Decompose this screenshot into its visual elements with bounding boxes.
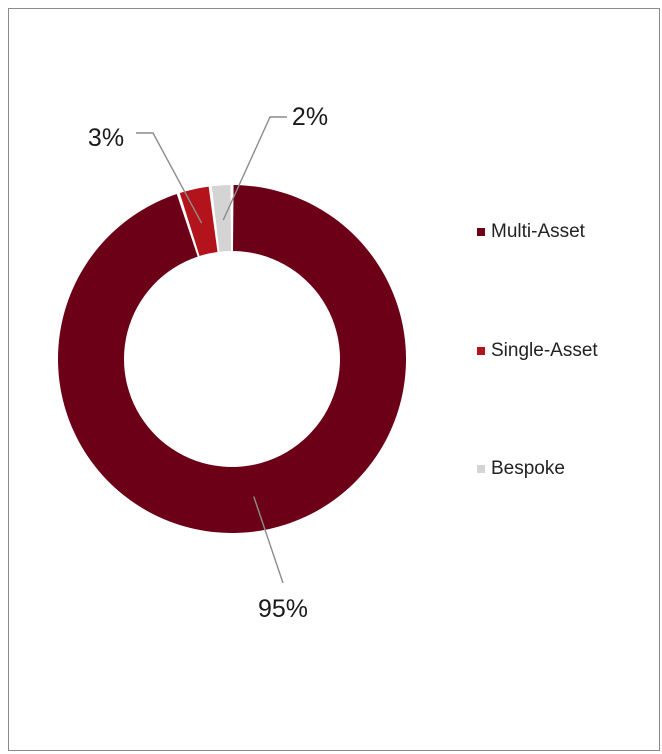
legend-swatch-multi-asset — [477, 228, 485, 236]
legend-item-bespoke: Bespoke — [477, 458, 565, 480]
legend-swatch-bespoke — [477, 465, 485, 473]
legend-swatch-single-asset — [477, 347, 485, 355]
legend-label-multi-asset: Multi-Asset — [491, 221, 585, 242]
legend-label-bespoke: Bespoke — [491, 458, 565, 479]
leader-line-single-asset — [136, 132, 203, 224]
data-label-multi-asset: 95% — [258, 595, 308, 623]
slice-bespoke — [211, 185, 232, 252]
legend-item-multi-asset: Multi-Asset — [477, 221, 585, 243]
data-label-bespoke: 2% — [292, 103, 328, 131]
leader-line-multi-asset — [253, 496, 284, 584]
data-label-single-asset: 3% — [88, 124, 124, 152]
donut-slices — [57, 185, 406, 533]
slice-single-asset — [179, 186, 218, 256]
legend-label-single-asset: Single-Asset — [491, 340, 598, 361]
legend-item-single-asset: Single-Asset — [477, 340, 598, 362]
slice-multi-asset — [57, 185, 406, 533]
leader-line-bespoke — [222, 116, 287, 221]
leader-lines — [136, 116, 287, 584]
